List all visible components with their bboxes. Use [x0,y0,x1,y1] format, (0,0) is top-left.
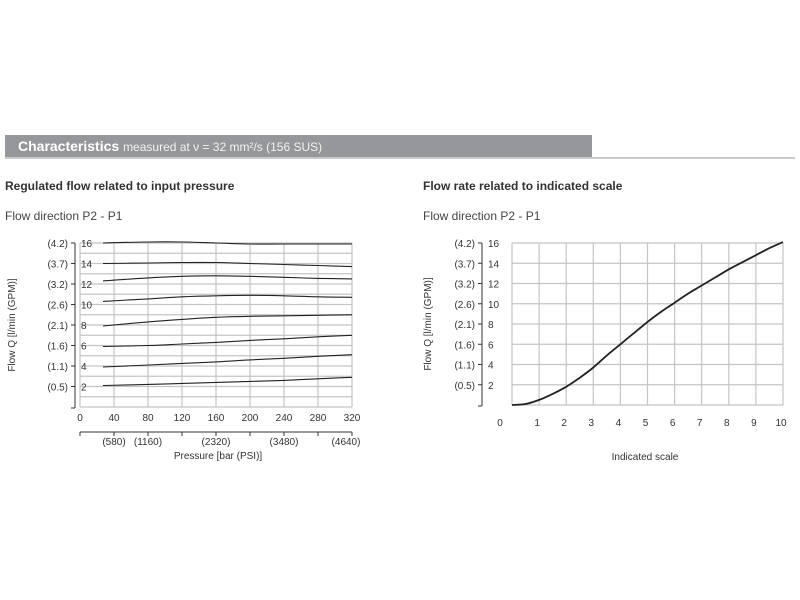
series-curve [102,354,353,368]
series-curve [511,241,784,406]
series-curve [102,314,353,327]
section-title: Characteristics [18,138,120,154]
x-tick-label: 1 [534,418,540,429]
y-tick-label: 6 [81,342,87,353]
section-subtitle: measured at ν = 32 mm²/s (156 SUS) [123,140,323,154]
y-tick-label: 6 [488,340,494,351]
y-tick-label-secondary: (1.6) [454,340,475,351]
right-chart-subtitle: Flow direction P2 - P1 [423,209,541,223]
y-tick-label: 16 [81,239,93,250]
y-tick-label-secondary: (3.2) [454,280,475,291]
y-tick-label: 2 [81,383,87,394]
section-header-underline [5,157,795,159]
right-chart-title: Flow rate related to indicated scale [423,179,623,193]
series-curve [102,241,352,245]
series-curve [102,294,353,302]
y-tick-label: 8 [81,321,87,332]
y-tick-label: 14 [81,260,93,271]
y-tick-label-secondary: (2.6) [454,300,475,311]
x-tick-label-secondary: (1160) [134,437,162,448]
x-tick-label-secondary: (3480) [270,437,299,448]
x-axis-label: Pressure [bar (PSI)] [174,451,263,462]
x-tick-label: 9 [751,418,757,429]
x-tick-label: 200 [242,413,259,424]
x-tick-label: 0 [497,418,503,429]
x-tick-label: 280 [310,413,327,424]
y-tick-label-secondary: (0.5) [454,381,475,392]
x-tick-label-secondary: (4640) [332,437,361,448]
y-tick-label-secondary: (2.6) [47,301,68,312]
series-curve [102,376,353,387]
x-tick-label: 6 [670,418,676,429]
y-tick-label: 12 [81,280,93,291]
x-tick-label: 5 [643,418,649,429]
y-tick-label-secondary: (1.1) [454,361,475,372]
y-tick-label-secondary: (3.7) [454,259,475,270]
y-tick-label: 12 [488,280,500,291]
y-axis-label: Flow Q [l/min (GPM)] [7,278,18,372]
x-tick-label: 40 [108,413,120,424]
x-tick-label: 80 [142,413,154,424]
y-tick-label-secondary: (1.1) [47,362,68,373]
y-tick-label-secondary: (3.2) [47,280,68,291]
y-tick-label-secondary: (3.7) [47,260,68,271]
x-tick-label-secondary: (580) [102,437,125,448]
x-tick-label: 320 [344,413,361,424]
x-tick-label: 3 [589,418,595,429]
y-tick-label-secondary: (2.1) [454,320,475,331]
y-tick-label: 10 [488,300,500,311]
y-tick-label-secondary: (2.1) [47,321,68,332]
left-chart-subtitle: Flow direction P2 - P1 [5,209,123,223]
y-tick-label: 8 [488,320,494,331]
x-tick-label: 4 [616,418,622,429]
series-curve [102,275,353,282]
y-tick-label: 16 [488,239,500,250]
x-tick-label: 10 [775,418,787,429]
section-header-bar [5,135,592,157]
y-tick-label-secondary: (1.6) [47,342,68,353]
y-tick-label-secondary: (4.2) [454,239,475,250]
y-tick-label-secondary: (4.2) [47,239,68,250]
series-curve [102,334,353,348]
y-tick-label: 10 [81,301,93,312]
y-tick-label: 4 [488,361,494,372]
x-tick-label: 8 [724,418,730,429]
y-tick-label: 4 [81,362,87,373]
left-chart-title: Regulated flow related to input pressure [5,179,235,193]
series-curve [102,261,353,268]
y-tick-label-secondary: (0.5) [47,383,68,394]
x-tick-label: 2 [561,418,567,429]
x-tick-label: 0 [77,413,83,424]
x-tick-label: 160 [208,413,225,424]
x-tick-label-secondary: (2320) [202,437,231,448]
x-tick-label: 240 [276,413,293,424]
y-tick-label: 14 [488,259,500,270]
x-axis-label: Indicated scale [612,452,679,463]
section-header: Characteristics measured at ν = 32 mm²/s… [18,137,322,156]
x-tick-label: 120 [174,413,191,424]
y-axis-label: Flow Q [l/min (GPM)] [423,277,434,371]
y-tick-label: 2 [488,381,494,392]
x-tick-label: 7 [697,418,703,429]
